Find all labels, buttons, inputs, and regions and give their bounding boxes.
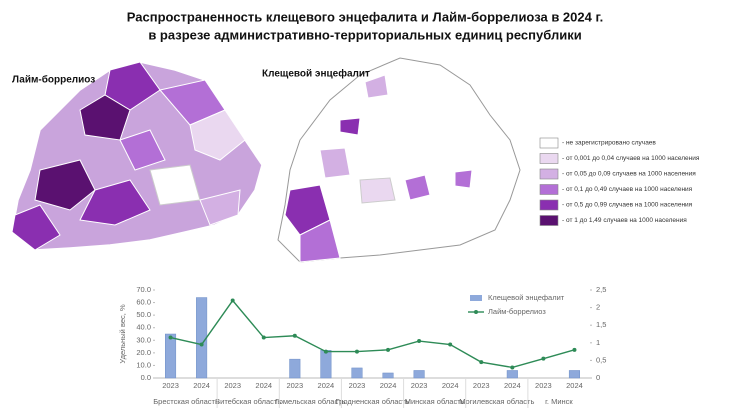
legend-swatch [539, 137, 559, 149]
legend-label: - от 0,05 до 0,09 случаев на 1000 населе… [562, 171, 696, 178]
y-tick-label: 70.0 [136, 285, 151, 294]
line-point [261, 335, 266, 340]
y-tick-label: 50.0 [136, 310, 151, 319]
title-line-1: Распространенность клещевого энцефалита … [127, 9, 603, 24]
line-point [354, 349, 359, 354]
y-axis-label: Удельный вес, % [118, 304, 127, 364]
bar [382, 372, 394, 379]
line-point [168, 335, 173, 340]
x-group-label: г. Минск [545, 397, 573, 406]
x-tick-label: 2023 [411, 381, 428, 390]
x-tick-label: 2023 [473, 381, 490, 390]
legend-swatch [539, 168, 559, 180]
line-point [417, 339, 422, 344]
y-tick-label: 30.0 [136, 335, 151, 344]
y2-tick-label: 2 [596, 303, 600, 312]
map-label-encephalitis: Клещевой энцефалит [262, 68, 370, 80]
legend-label: Клещевой энцефалит [488, 293, 565, 302]
x-tick-label: 2024 [442, 381, 459, 390]
bar [506, 370, 518, 379]
legend-label: - не зарегистрировано случаев [562, 140, 656, 147]
legend-swatch [539, 153, 559, 164]
bar [320, 350, 332, 379]
x-group-label: Гродненская область [336, 397, 410, 406]
line-point [541, 356, 546, 361]
x-tick-label: 2024 [193, 381, 210, 390]
x-tick-label: 2024 [504, 381, 521, 390]
legend-label: - от 0,5 до 0,99 случаев на 1000 населен… [562, 202, 693, 209]
x-tick-label: 2024 [255, 381, 272, 390]
x-tick-label: 2023 [349, 381, 366, 390]
line-point [292, 333, 297, 338]
bar [568, 370, 580, 379]
y2-tick-label: 0,5 [596, 355, 606, 364]
bar [165, 333, 177, 379]
legend-swatch [539, 184, 559, 195]
line-point [199, 342, 204, 347]
line-point [323, 349, 328, 354]
chart: 0.0 10.0 20.0 30.0 40.0 50.0 60.0 70.0 0 0,5 1 1,5 2… [118, 285, 606, 408]
bar [413, 370, 425, 379]
x-group-label: Могилевская область [459, 397, 534, 406]
x-group-label: Гомельская область [275, 397, 345, 406]
bar [289, 358, 301, 379]
legend-label: - от 0,001 до 0,04 случаев на 1000 насел… [562, 155, 700, 162]
x-tick-label: 2023 [162, 381, 179, 390]
title-line-2: в разрезе административно-территориальны… [148, 27, 581, 42]
x-tick-label: 2023 [224, 381, 241, 390]
y2-tick-label: 0 [596, 373, 600, 382]
y2-tick-label: 1,5 [596, 320, 606, 329]
line-point [510, 365, 515, 370]
map-label-lyme: Лайм-боррелиоз [12, 74, 95, 86]
x-group-label: Витебская область [215, 397, 281, 406]
legend-swatch [470, 295, 482, 301]
y2-tick-label: 2,5 [596, 285, 606, 294]
legend-label: - от 0,1 до 0,49 случаев на 1000 населен… [562, 186, 693, 193]
y-tick-label: 10.0 [136, 360, 151, 369]
x-tick-label: 2024 [566, 381, 583, 390]
map-legend: - не зарегистрировано случаев - от 0,001 … [539, 137, 700, 226]
line-point [479, 360, 484, 365]
legend-swatch [539, 215, 559, 226]
legend-label: - от 1 до 1,49 случаев на 1000 населения [562, 217, 687, 224]
y-tick-label: 40.0 [136, 323, 151, 332]
bar [196, 297, 208, 379]
map-encephalitis [277, 57, 521, 263]
x-tick-label: 2023 [286, 381, 303, 390]
bar [351, 367, 363, 379]
x-group-label: Минская область [405, 397, 465, 406]
map-lyme [11, 61, 263, 251]
x-tick-label: 2024 [318, 381, 335, 390]
y-tick-label: 20.0 [136, 348, 151, 357]
y2-tick-label: 1 [596, 338, 600, 347]
line-point [448, 342, 453, 347]
legend-point [474, 310, 478, 314]
line-point [230, 298, 235, 303]
y-tick-label: 0.0 [141, 373, 151, 382]
x-tick-label: 2023 [535, 381, 552, 390]
x-group-label: Брестская область [153, 397, 219, 406]
y-tick-label: 60.0 [136, 298, 151, 307]
line-point [572, 347, 577, 352]
x-tick-label: 2024 [380, 381, 397, 390]
legend-label: Лайм-боррелиоз [488, 307, 546, 316]
legend-swatch [539, 199, 559, 211]
line-point [386, 347, 391, 352]
line [170, 299, 575, 369]
